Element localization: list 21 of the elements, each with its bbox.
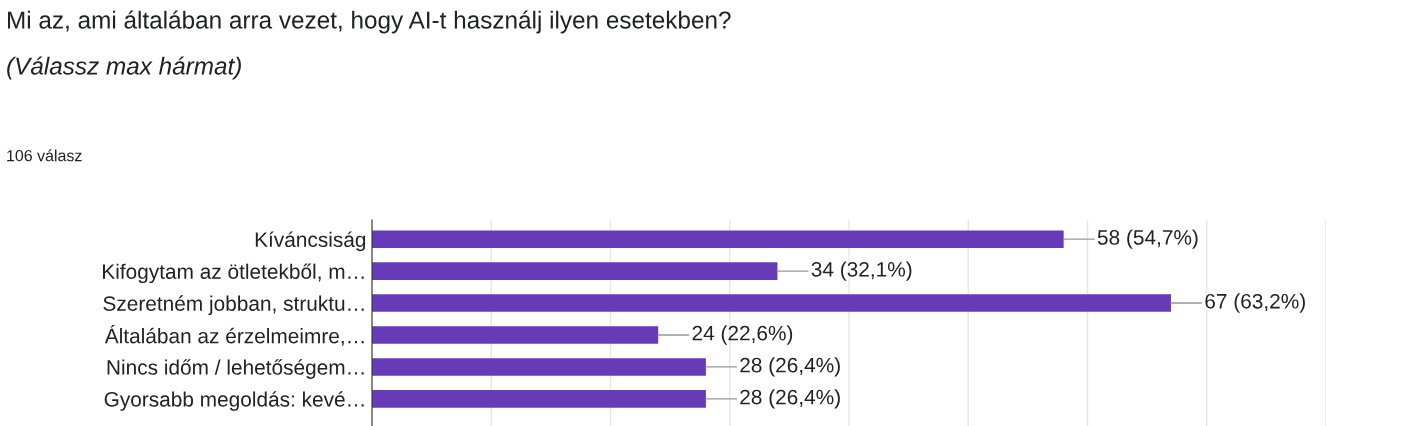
bar [372,294,1171,312]
y-tick-label: Általában az érzelmeimre,… [104,325,364,346]
text: 106 válasz [7,149,82,162]
bar [372,390,706,408]
chart-title: Mi az, ami általában arra vezet, hogy AI-t használj ilyen esetekben? [7,10,731,34]
data-label: 67 (63,2%) [1205,293,1305,313]
y-tick-label: Kíváncsiság [255,231,366,252]
y-tick-label: Kifogytam az ötletekből, m… [103,263,364,284]
data-label: 24 (22,6%) [692,325,793,345]
bar [372,358,706,376]
bar [372,326,659,344]
bar [372,262,778,280]
text: (Válassz max hármat) [7,56,241,80]
data-label: 34 (32,1%) [811,261,912,281]
bar [372,230,1064,248]
data-label: 28 (26,4%) [740,357,840,377]
data-label: 28 (26,4%) [740,389,840,409]
y-tick-label: Nincs időm / lehetőségem… [107,359,364,379]
data-label: 58 (54,7%) [1097,229,1198,249]
y-tick-label: Szeretném jobban, struktu… [103,295,364,316]
y-tick-label: Gyorsabb megoldás: kevé… [104,391,364,411]
